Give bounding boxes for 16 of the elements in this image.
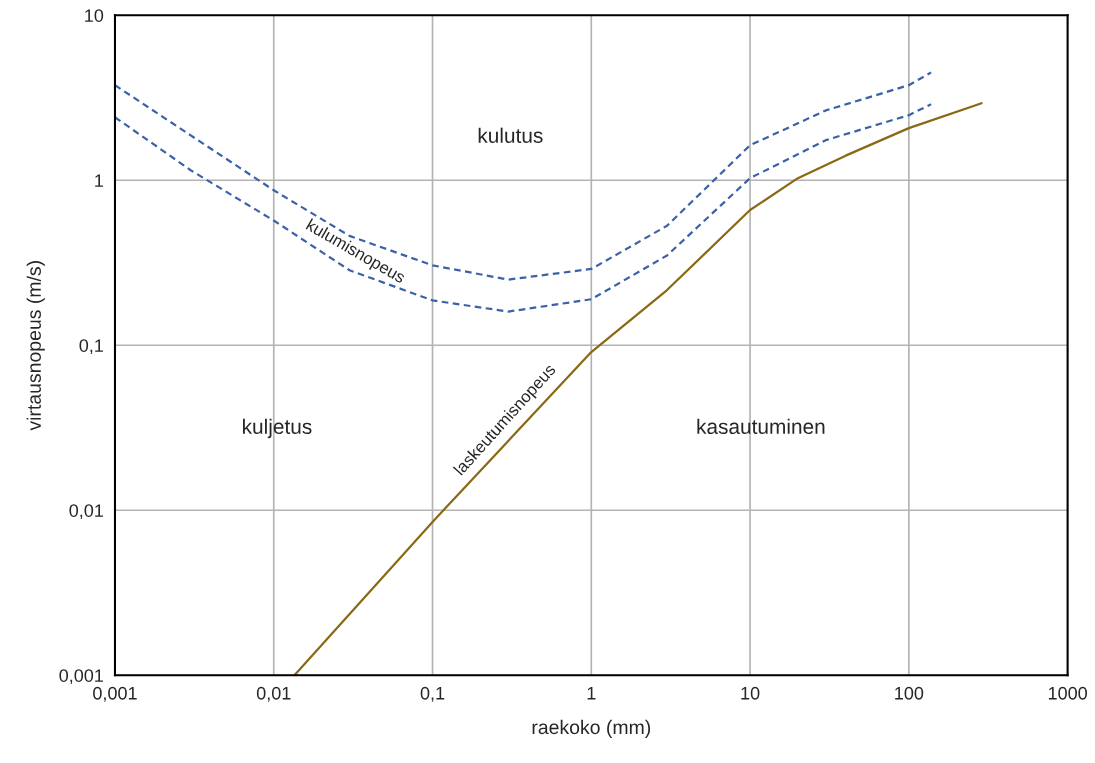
annotation: kulutus <box>478 127 543 143</box>
x-tick-label: 10 <box>741 686 760 700</box>
annotation: kuljetus <box>243 418 312 439</box>
y-tick-label: 0,001 <box>59 669 103 685</box>
annotation: kasautuminen <box>697 418 825 435</box>
x-axis-title: raekoko (mm) <box>532 719 651 738</box>
y-tick-label: 10 <box>85 9 104 22</box>
x-tick-label: 1000 <box>1048 686 1087 700</box>
x-tick-label: 1 <box>587 687 596 700</box>
x-tick-label: 0,1 <box>420 686 445 702</box>
y-tick-label: 0,01 <box>69 504 103 520</box>
y-tick-label: 0,1 <box>79 339 103 355</box>
y-tick-label: 1 <box>95 174 103 187</box>
x-tick-label: 0,01 <box>256 686 291 702</box>
x-tick-label: 100 <box>895 686 924 700</box>
y-axis-title: virtausnopeus (m/s) <box>26 261 45 431</box>
